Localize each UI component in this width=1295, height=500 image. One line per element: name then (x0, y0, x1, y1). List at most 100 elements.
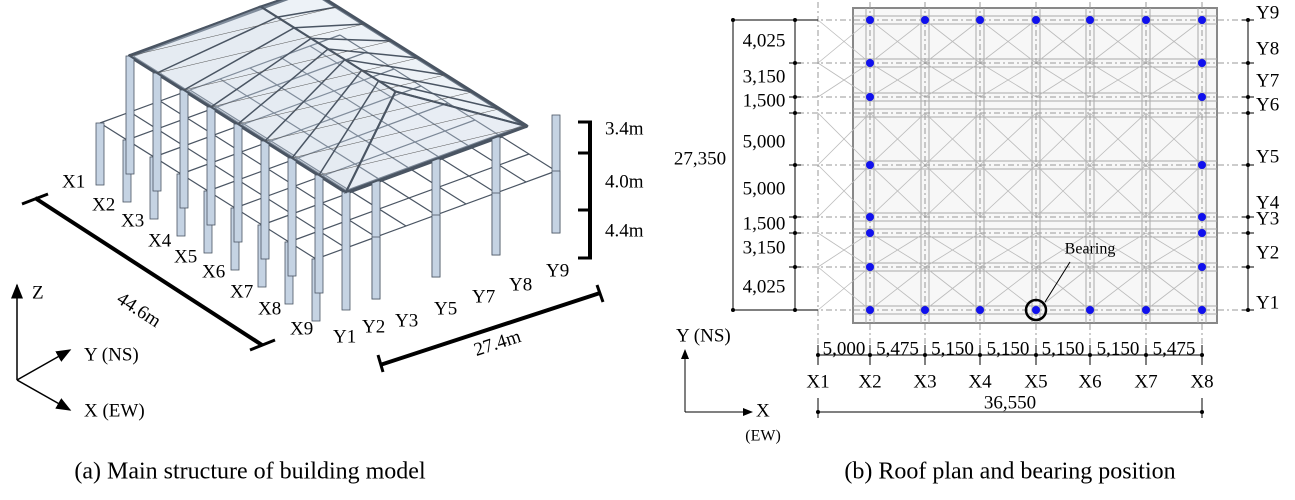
dimension-dot (816, 353, 820, 357)
bearing (1032, 16, 1040, 24)
grid-label: X6 (1078, 371, 1101, 392)
bearing (976, 16, 984, 24)
dimension-label: 44.6m (113, 288, 165, 332)
dimension-label: 5,150 (987, 338, 1030, 359)
bearing-label: Bearing (1065, 241, 1116, 258)
dimension-dot (1200, 410, 1204, 414)
column (180, 90, 188, 208)
dimension-label: 4,025 (743, 30, 786, 51)
grid-label: Y8 (509, 274, 532, 295)
dimension-dot (793, 215, 797, 219)
bearing (866, 229, 874, 237)
grid-label: Y2 (362, 316, 385, 337)
grid-label: Y5 (434, 298, 457, 319)
grid-label: X4 (968, 371, 992, 392)
column (207, 107, 215, 225)
column (432, 215, 440, 277)
bearing (1198, 59, 1206, 67)
column (315, 175, 323, 293)
column (492, 193, 500, 255)
grid-label: Y1 (333, 326, 356, 347)
dimension-dot (978, 353, 982, 357)
bearing (1198, 306, 1206, 314)
dimension-label: 5,150 (931, 338, 974, 359)
grid-label: Y1 (1256, 292, 1279, 313)
dimension-label: 5,000 (743, 178, 786, 199)
bearing (921, 306, 929, 314)
dimension-label: 5,475 (876, 338, 919, 359)
dimension-dot (1200, 353, 1204, 357)
dimension-dot (1246, 61, 1250, 65)
bearing (866, 16, 874, 24)
dimension-dot (1246, 18, 1250, 22)
dimension-dot (1246, 215, 1250, 219)
grid-label: Y9 (1256, 2, 1279, 23)
axis-arrow (17, 350, 70, 380)
dimension-label: 36,550 (984, 392, 1036, 413)
dimension-dot (793, 18, 797, 22)
bearing (1198, 16, 1206, 24)
dimension-label: 3,150 (743, 237, 786, 258)
grid-label: X3 (913, 371, 936, 392)
axis-label: Y (NS) (676, 325, 731, 346)
grid-label: Y8 (1256, 38, 1279, 59)
axis-label: X (EW) (84, 400, 145, 421)
bearing (1198, 213, 1206, 221)
dimension-dot (1246, 111, 1250, 115)
bearing (1142, 16, 1150, 24)
column (552, 171, 560, 233)
grid-label: X1 (62, 171, 85, 192)
bearing (1142, 306, 1150, 314)
bearing (866, 161, 874, 169)
dimension-dot (793, 265, 797, 269)
dimension-dot (1246, 95, 1250, 99)
dimension-label: 3,150 (743, 66, 786, 87)
bearing (866, 213, 874, 221)
grid-label: X3 (121, 210, 144, 231)
grid-label: X5 (174, 246, 197, 267)
dimension-dot (793, 163, 797, 167)
bearing (866, 93, 874, 101)
caption-b: (b) Roof plan and bearing position (844, 459, 1175, 485)
caption-a: (a) Main structure of building model (74, 459, 426, 485)
bearing (1198, 263, 1206, 271)
bearing (866, 306, 874, 314)
dimension-dot (793, 231, 797, 235)
grid-label: Y5 (1256, 146, 1279, 167)
dimension-dot (793, 61, 797, 65)
figure: 44.6m27.4m3.4m4.0m4.4mX1X2X3X4X5X6X7X8X9… (0, 0, 1295, 500)
column (153, 73, 161, 191)
axis-label: Y (NS) (84, 344, 139, 365)
dimension-dot (1246, 308, 1250, 312)
height-label: 4.4m (605, 220, 644, 241)
column (288, 158, 296, 276)
height-label: 4.0m (605, 171, 644, 192)
panel-b: Bearing4,0253,1501,5005,0005,0001,5003,1… (674, 2, 1280, 445)
dimension-dot (1034, 353, 1038, 357)
grid-label: Y2 (1256, 242, 1279, 263)
axis-arrow (17, 380, 70, 410)
dimension-dot (1246, 265, 1250, 269)
grid-label: Y6 (1256, 94, 1279, 115)
grid-label: X5 (1024, 371, 1047, 392)
bearing (976, 306, 984, 314)
column (342, 192, 350, 310)
dimension-label: 27,350 (674, 148, 726, 169)
column (96, 123, 104, 185)
column (261, 141, 269, 259)
dimension-dot (1246, 163, 1250, 167)
axis-label: (EW) (745, 428, 781, 445)
dimension-dot (1144, 353, 1148, 357)
axis-label: Z (32, 282, 44, 303)
column (126, 56, 134, 174)
grid-label: X6 (202, 261, 225, 282)
grid-label: X4 (148, 230, 172, 251)
grid-label: X9 (290, 318, 313, 339)
bearing (1086, 16, 1094, 24)
dimension-dot (816, 410, 820, 414)
axis-label: X (756, 400, 770, 421)
column (372, 237, 380, 299)
grid-label: X1 (806, 371, 829, 392)
bearing (1198, 229, 1206, 237)
dimension-label: 5,000 (823, 338, 866, 359)
